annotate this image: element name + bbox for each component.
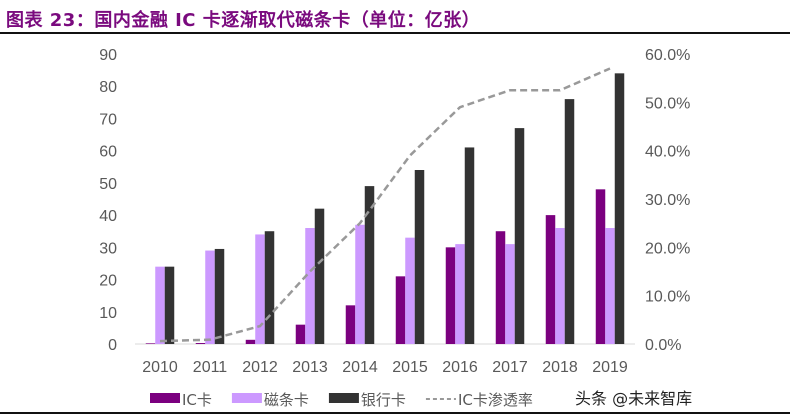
chart-title: 图表 23：国内金融 IC 卡逐渐取代磁条卡（单位：亿张）: [6, 10, 481, 31]
y-tick-label: 90: [99, 47, 117, 64]
legend-label: IC卡渗透率: [458, 391, 533, 409]
legend-swatch: [328, 393, 359, 403]
x-tick-label: 2012: [242, 359, 278, 376]
y2-tick-label: 30.0%: [645, 192, 690, 209]
bar-IC卡: [595, 189, 606, 344]
y-tick-label: 70: [99, 111, 117, 128]
bar-磁条卡: [205, 250, 215, 344]
watermark: 头条 @未来智库: [575, 389, 693, 408]
bar-IC卡: [495, 231, 506, 344]
y-tick-label: 20: [99, 273, 117, 290]
y2-tick-label: 40.0%: [645, 144, 690, 161]
bar-磁条卡: [505, 244, 515, 344]
title-divider: [0, 32, 790, 34]
y2-tick-label: 10.0%: [645, 289, 690, 306]
y-tick-label: 0: [108, 337, 117, 354]
y-tick-label: 30: [99, 240, 117, 257]
y-tick-label: 10: [99, 305, 117, 322]
bar-磁条卡: [355, 224, 365, 344]
bar-IC卡: [145, 343, 156, 344]
bar-银行卡: [264, 231, 275, 344]
legend-swatch: [231, 393, 262, 403]
bar-IC卡: [245, 339, 256, 344]
bar-银行卡: [314, 208, 325, 344]
bar-银行卡: [564, 99, 575, 344]
bar-IC卡: [345, 305, 356, 344]
x-tick-label: 2018: [542, 359, 578, 376]
bar-磁条卡: [605, 228, 615, 344]
bar-IC卡: [195, 343, 206, 344]
x-tick-label: 2016: [442, 359, 478, 376]
y-tick-label: 40: [99, 208, 117, 225]
line-IC卡渗透率: [159, 67, 611, 343]
bar-磁条卡: [255, 234, 265, 344]
y-tick-label: 50: [99, 176, 117, 193]
bottom-divider: [0, 412, 790, 414]
y-tick-label: 80: [99, 79, 117, 96]
legend-label: IC卡: [182, 391, 212, 409]
bar-磁条卡: [455, 244, 465, 344]
x-tick-label: 2014: [342, 359, 378, 376]
y2-tick-label: 0.0%: [645, 337, 681, 354]
bar-银行卡: [164, 266, 175, 344]
bar-磁条卡: [305, 228, 315, 344]
bar-银行卡: [464, 147, 475, 344]
bar-IC卡: [395, 276, 406, 344]
bar-银行卡: [364, 186, 375, 344]
bar-磁条卡: [155, 266, 165, 344]
y2-tick-label: 20.0%: [645, 240, 690, 257]
x-tick-label: 2015: [392, 359, 428, 376]
bar-IC卡: [445, 247, 456, 344]
bar-银行卡: [514, 128, 525, 344]
bar-磁条卡: [405, 237, 415, 344]
x-tick-label: 2017: [492, 359, 528, 376]
y2-tick-label: 60.0%: [645, 47, 690, 64]
x-tick-label: 2011: [193, 359, 228, 376]
x-tick-label: 2010: [142, 359, 178, 376]
legend-swatch: [150, 393, 180, 403]
bar-IC卡: [295, 324, 306, 344]
y-tick-label: 60: [99, 144, 117, 161]
legend-label: 磁条卡: [264, 391, 309, 409]
bar-银行卡: [614, 73, 625, 344]
bar-银行卡: [214, 248, 225, 344]
legend-label: 银行卡: [361, 391, 406, 409]
bar-磁条卡: [555, 228, 565, 344]
x-tick-label: 2019: [592, 359, 628, 376]
x-tick-label: 2013: [292, 359, 328, 376]
bar-IC卡: [545, 215, 556, 344]
y2-tick-label: 50.0%: [645, 95, 690, 112]
bar-银行卡: [414, 170, 425, 344]
